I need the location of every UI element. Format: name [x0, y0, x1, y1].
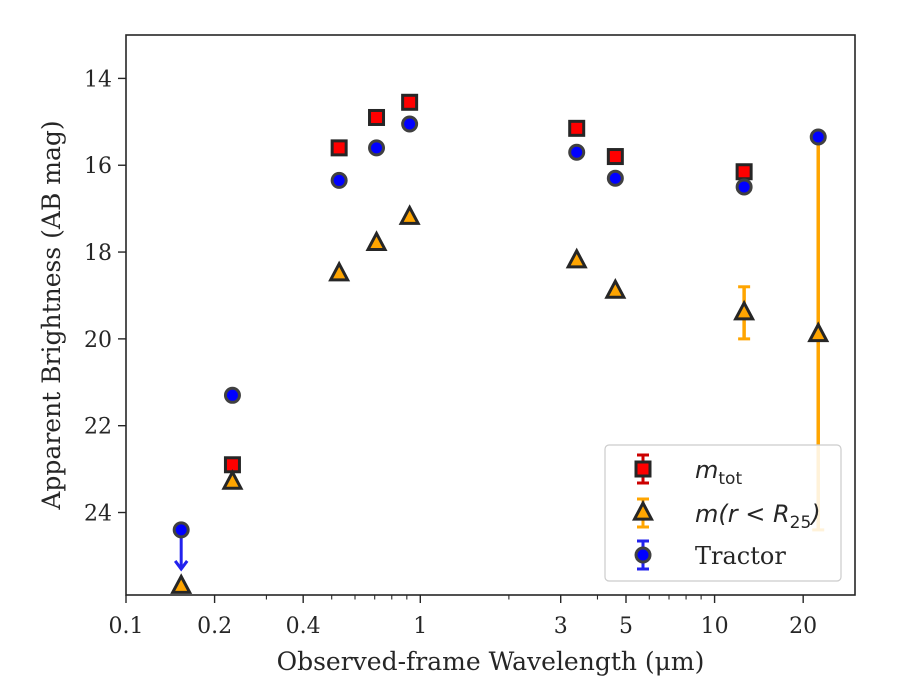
- data-point: [568, 119, 586, 137]
- legend-label-end: ): [809, 500, 820, 528]
- data-point: [565, 247, 588, 269]
- data-point: [606, 169, 624, 187]
- x-tick-label: 0.1: [109, 614, 144, 639]
- y-axis-label: Apparent Brightness (AB mag): [37, 120, 66, 510]
- y-tick-label: 14: [84, 67, 112, 92]
- data-point: [735, 163, 753, 181]
- y-tick-label: 20: [84, 328, 112, 353]
- legend-marker: [634, 546, 652, 564]
- data-point: [365, 230, 388, 251]
- x-ticks: 0.1 0.2 0.4 1 3 5 10 20: [109, 595, 817, 639]
- data-point: [330, 171, 348, 189]
- x-tick-label: 0.4: [286, 614, 321, 639]
- data-point: [170, 573, 193, 594]
- x-tick-label: 3: [554, 614, 568, 639]
- y-ticks: 14 16 18 20 22 24: [84, 67, 126, 527]
- data-point: [368, 139, 386, 157]
- data-point: [330, 139, 348, 157]
- y-tick-label: 24: [84, 502, 112, 527]
- data-point: [221, 469, 244, 490]
- plot-frame: [125, 34, 856, 596]
- data-point: [398, 204, 421, 225]
- data-point: [606, 148, 624, 166]
- legend-label-sub: 25: [790, 513, 812, 533]
- x-tick-label: 1: [413, 614, 427, 639]
- x-tick-label: 0.2: [197, 614, 232, 639]
- x-axis-label: Observed-frame Wavelength (μm): [277, 647, 705, 676]
- x-tick-label: 5: [619, 614, 633, 639]
- data-point: [223, 386, 241, 404]
- data-point: [807, 321, 830, 343]
- y-tick-label: 16: [84, 154, 112, 179]
- legend-marker: [634, 460, 652, 478]
- data-points: [170, 93, 830, 594]
- data-point: [401, 115, 419, 133]
- data-point: [172, 521, 190, 539]
- data-point: [809, 128, 827, 146]
- legend: mtot m(r < R25) Tractor: [604, 444, 842, 582]
- data-point: [401, 93, 419, 111]
- legend-marker: [632, 499, 654, 521]
- legend-label-main: m(r < R: [695, 500, 790, 528]
- y-tick-label: 18: [84, 241, 112, 266]
- legend-label-main: m: [695, 456, 718, 484]
- data-point: [733, 299, 756, 321]
- legend-box: [604, 444, 842, 582]
- data-point: [368, 108, 386, 126]
- x-tick-label: 20: [789, 614, 817, 639]
- legend-label: mtot: [695, 456, 742, 489]
- legend-label-sub: tot: [718, 469, 742, 489]
- data-point: [604, 278, 627, 299]
- upper-limit-arrow-head: [173, 560, 189, 572]
- data-point: [568, 143, 586, 161]
- y-tick-label: 22: [84, 415, 112, 440]
- legend-label: Tractor: [695, 542, 786, 570]
- data-point: [735, 178, 753, 196]
- x-tick-label: 10: [701, 614, 729, 639]
- data-point: [328, 260, 351, 282]
- legend-label: m(r < R25): [695, 500, 821, 533]
